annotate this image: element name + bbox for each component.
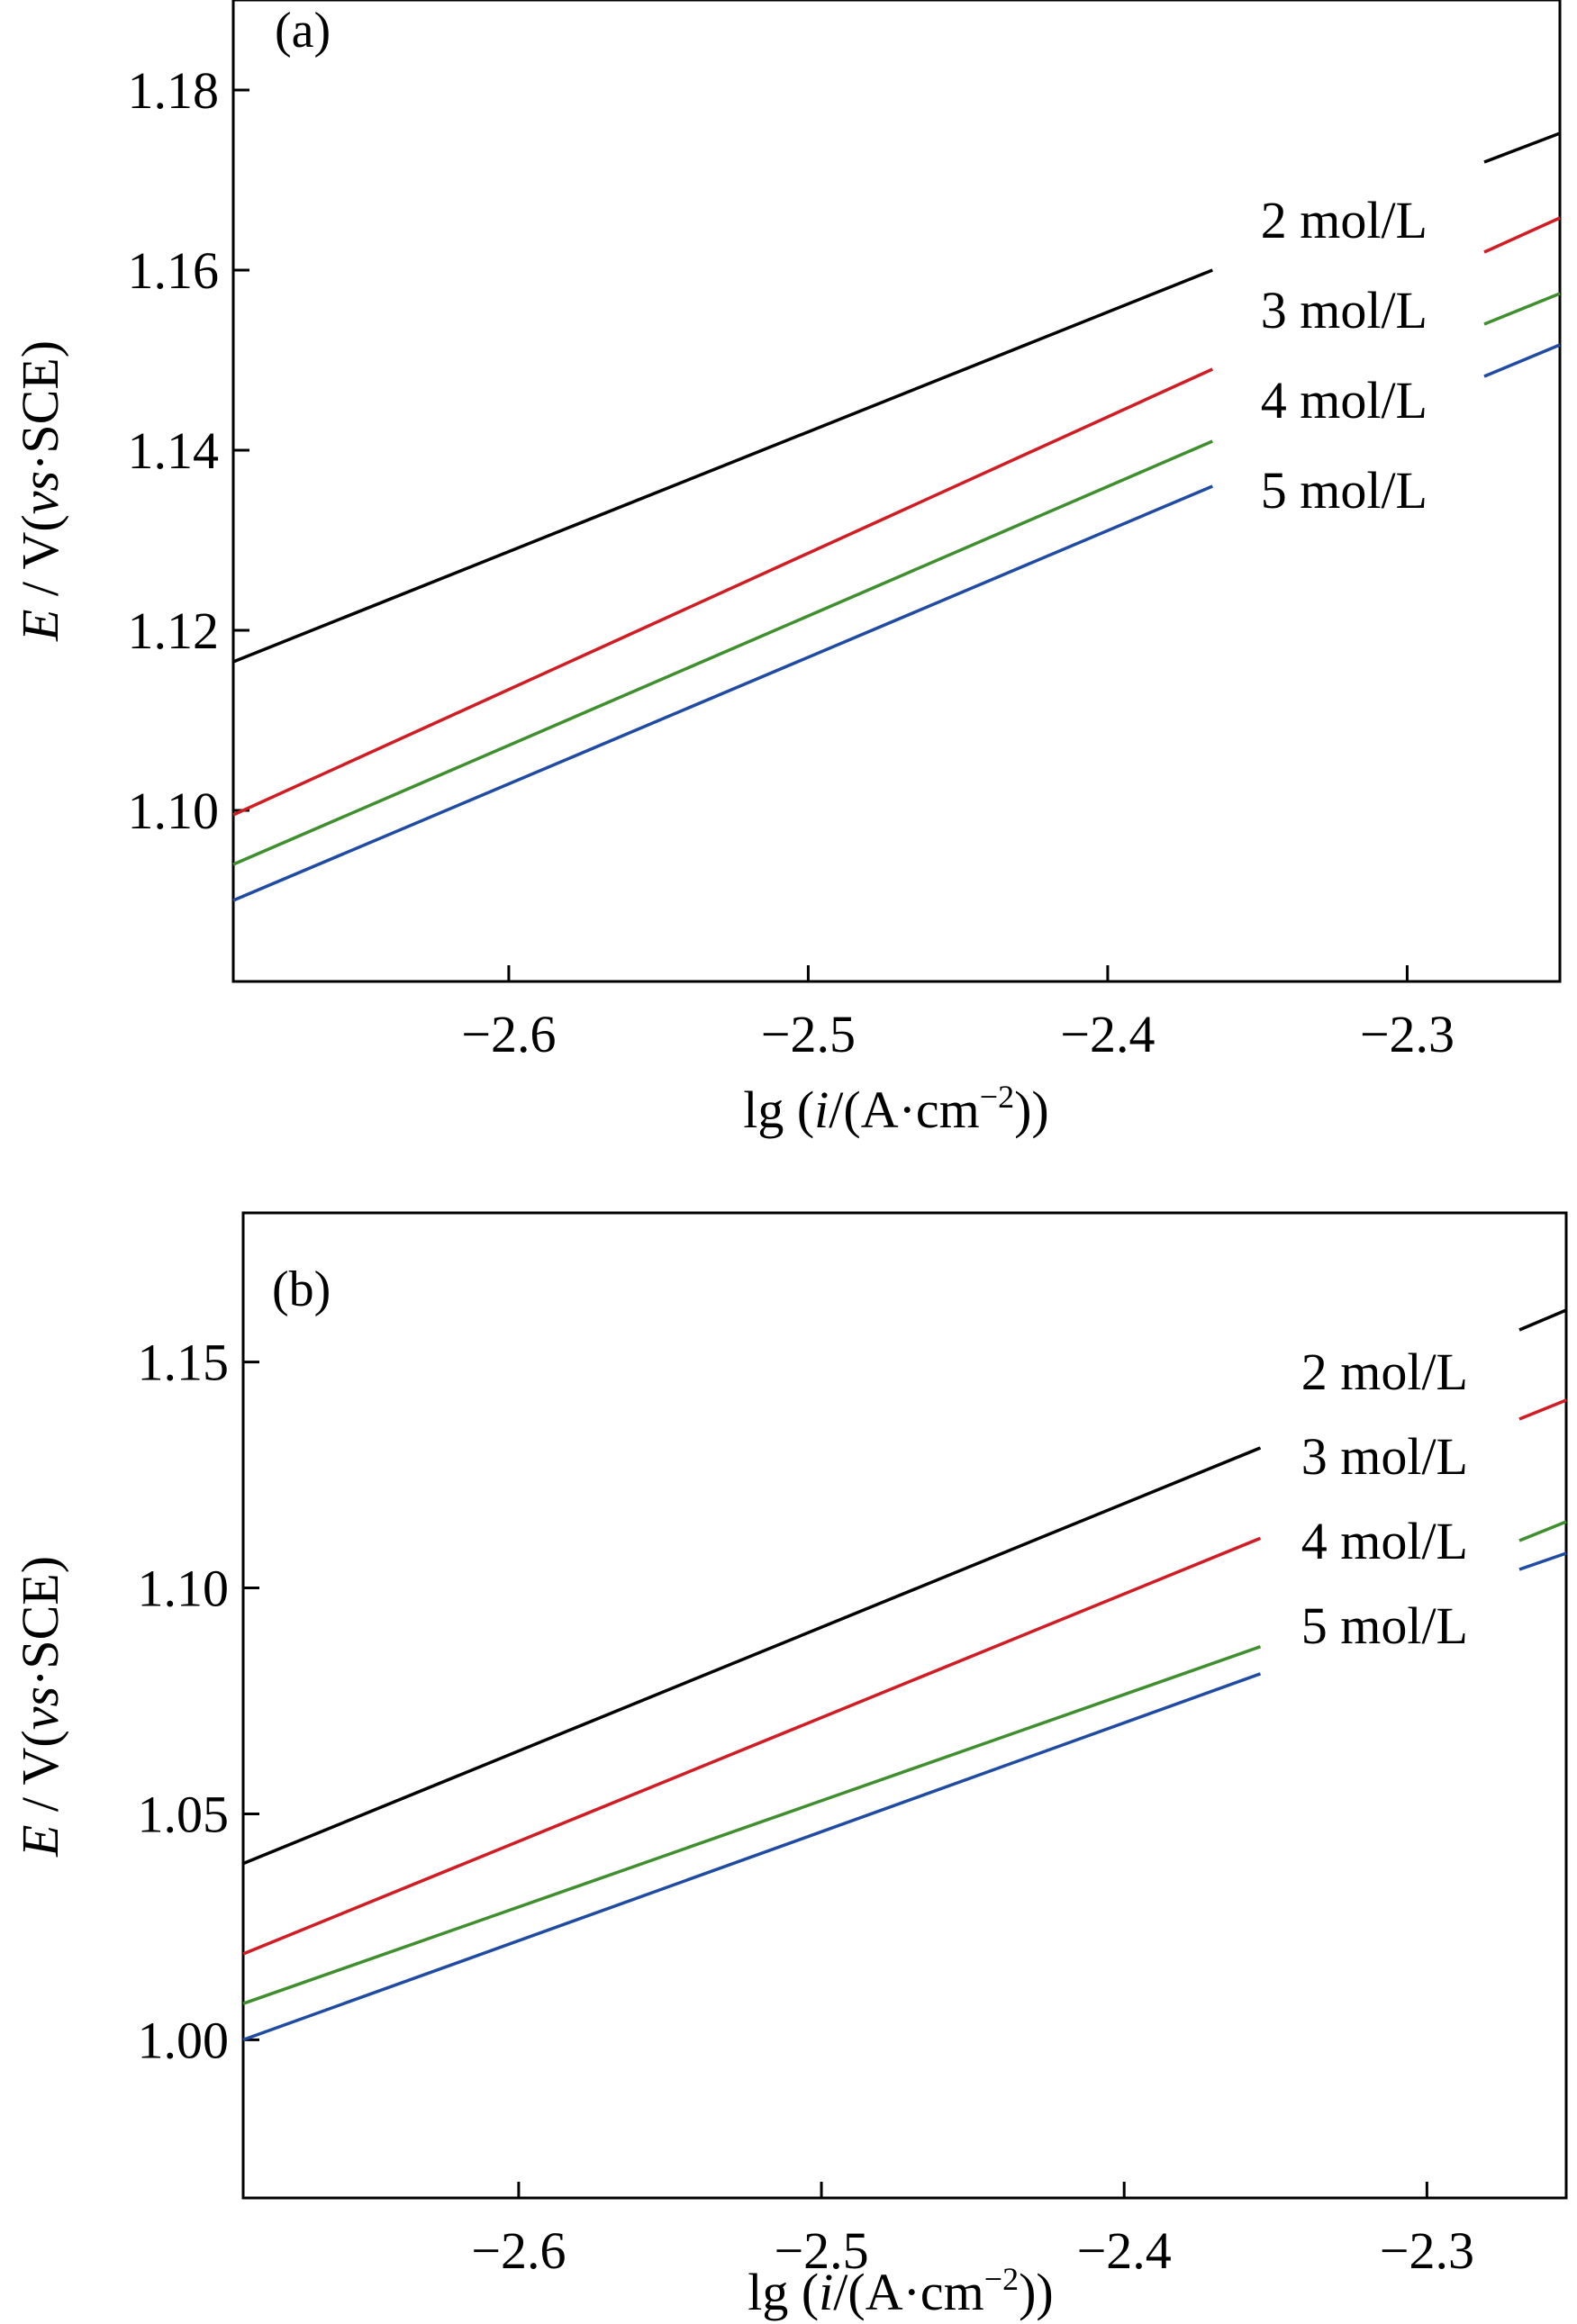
x-tick-label: −2.5 [761, 1005, 856, 1063]
legend-label: 3 mol/L [1301, 1427, 1468, 1486]
y-tick-label: 1.16 [128, 241, 220, 300]
y-tick-label: 1.10 [138, 1560, 230, 1618]
x-tick-label: −2.3 [1380, 2221, 1474, 2280]
legend-label: 4 mol/L [1261, 371, 1427, 430]
chart-a-x-axis-title: lg (i/(A·cm−2)) [743, 1079, 1049, 1139]
chart-a-y-axis-title: E / V(vs·SCE) [11, 340, 69, 642]
legend-swatch [1483, 216, 1561, 254]
series-line [232, 484, 1213, 902]
legend-label: 5 mol/L [1301, 1596, 1468, 1655]
x-tick-label: −2.4 [1077, 2221, 1172, 2280]
y-tick-label: 1.05 [138, 1785, 230, 1843]
series-line [242, 1645, 1262, 2005]
chart-b-ticks: −2.6 −2.5 −2.4 −2.3 1.00 1.05 1.10 1.15 [138, 1334, 1474, 2280]
legend-swatch [1518, 1398, 1567, 1421]
series-line [242, 1536, 1262, 1956]
y-tick-label: 1.00 [138, 2011, 230, 2069]
legend-label: 4 mol/L [1301, 1512, 1468, 1570]
series-line [242, 1672, 1262, 2042]
chart-b-panel-label: (b) [272, 1261, 331, 1317]
chart-b-plot-frame [241, 1211, 1568, 2200]
series-line [232, 268, 1213, 664]
legend-swatch [1518, 1308, 1567, 1332]
chart-a: (a) −2.6 −2.5 −2.4 −2.3 1.10 1.12 1.14 1.16 1.18… [11, 0, 1562, 1139]
x-tick-label: −2.5 [774, 2221, 868, 2280]
chart-a-series [232, 268, 1214, 902]
chart-a-plot-frame [231, 0, 1562, 983]
series-line [242, 1446, 1262, 1866]
y-tick-label: 1.14 [128, 421, 220, 480]
y-tick-label: 1.18 [128, 61, 220, 120]
series-line [232, 439, 1213, 866]
chart-b: (b) −2.6 −2.5 −2.4 −2.3 1.00 1.05 1.10 1.15 2 m… [11, 1211, 1568, 2321]
x-tick-label: −2.6 [471, 2221, 566, 2280]
legend-label: 5 mol/L [1261, 461, 1427, 520]
legend-label: 2 mol/L [1261, 191, 1427, 249]
legend-swatch [1483, 131, 1561, 164]
chart-a-legend: 2 mol/L 3 mol/L 4 mol/L 5 mol/L [1261, 131, 1561, 520]
chart-b-x-axis-title: lg (i/(A·cm−2)) [748, 2261, 1054, 2321]
legend-swatch [1483, 343, 1561, 378]
chart-b-series [242, 1446, 1262, 2042]
x-tick-label: −2.4 [1060, 1005, 1155, 1063]
chart-b-legend: 2 mol/L 3 mol/L 4 mol/L 5 mol/L [1301, 1308, 1567, 1655]
chart-a-ticks: −2.6 −2.5 −2.4 −2.3 1.10 1.12 1.14 1.16 1.18 [128, 61, 1455, 1063]
legend-swatch [1518, 1520, 1567, 1542]
legend-label: 2 mol/L [1301, 1343, 1468, 1401]
chart-b-y-axis-title: E / V(vs·SCE) [11, 1556, 69, 1858]
x-tick-label: −2.3 [1360, 1005, 1455, 1063]
chart-a-panel-label: (a) [275, 3, 331, 59]
legend-label: 3 mol/L [1261, 281, 1427, 339]
legend-swatch [1518, 1551, 1567, 1571]
x-tick-label: −2.6 [461, 1005, 556, 1063]
y-tick-label: 1.10 [128, 782, 220, 840]
legend-swatch [1483, 292, 1561, 326]
y-tick-label: 1.12 [128, 601, 220, 660]
y-tick-label: 1.15 [138, 1334, 230, 1392]
series-line [232, 367, 1214, 817]
